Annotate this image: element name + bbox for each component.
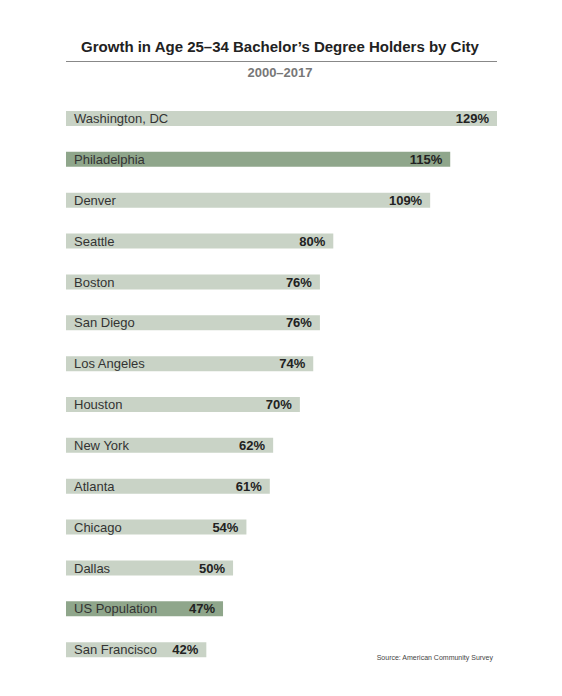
svg-text:Los Angeles: Los Angeles: [74, 356, 145, 371]
svg-text:Philadelphia: Philadelphia: [74, 152, 146, 167]
svg-text:Chicago: Chicago: [74, 520, 122, 535]
svg-text:109%: 109%: [389, 193, 423, 208]
svg-text:54%: 54%: [212, 520, 238, 535]
svg-text:Washington, DC: Washington, DC: [74, 111, 168, 126]
svg-text:70%: 70%: [266, 397, 292, 412]
svg-text:San Diego: San Diego: [74, 315, 135, 330]
svg-text:50%: 50%: [199, 561, 225, 576]
svg-text:61%: 61%: [236, 479, 262, 494]
svg-text:80%: 80%: [299, 234, 325, 249]
svg-text:Seattle: Seattle: [74, 234, 114, 249]
svg-text:115%: 115%: [410, 152, 443, 167]
svg-text:Denver: Denver: [74, 193, 117, 208]
svg-text:47%: 47%: [189, 601, 215, 616]
svg-text:Houston: Houston: [74, 397, 122, 412]
svg-text:Atlanta: Atlanta: [74, 479, 115, 494]
svg-text:Boston: Boston: [74, 275, 114, 290]
svg-text:76%: 76%: [286, 315, 312, 330]
svg-text:New York: New York: [74, 438, 129, 453]
svg-text:Dallas: Dallas: [74, 561, 111, 576]
svg-text:76%: 76%: [286, 275, 312, 290]
svg-text:74%: 74%: [279, 356, 305, 371]
html-text:2000–2017: 2000–2017: [247, 65, 313, 80]
svg-text:US Population: US Population: [74, 601, 157, 616]
svg-text:62%: 62%: [239, 438, 265, 453]
svg-text:129%: 129%: [456, 111, 490, 126]
html-text:Growth in Age 25–34 Bachelor’s: Growth in Age 25–34 Bachelor’s Degree Ho…: [81, 38, 479, 55]
html-text:Source: American Community Sur: Source: American Community Survey: [376, 654, 493, 661]
svg-text:San Francisco: San Francisco: [74, 642, 157, 657]
svg-text:42%: 42%: [172, 642, 198, 657]
